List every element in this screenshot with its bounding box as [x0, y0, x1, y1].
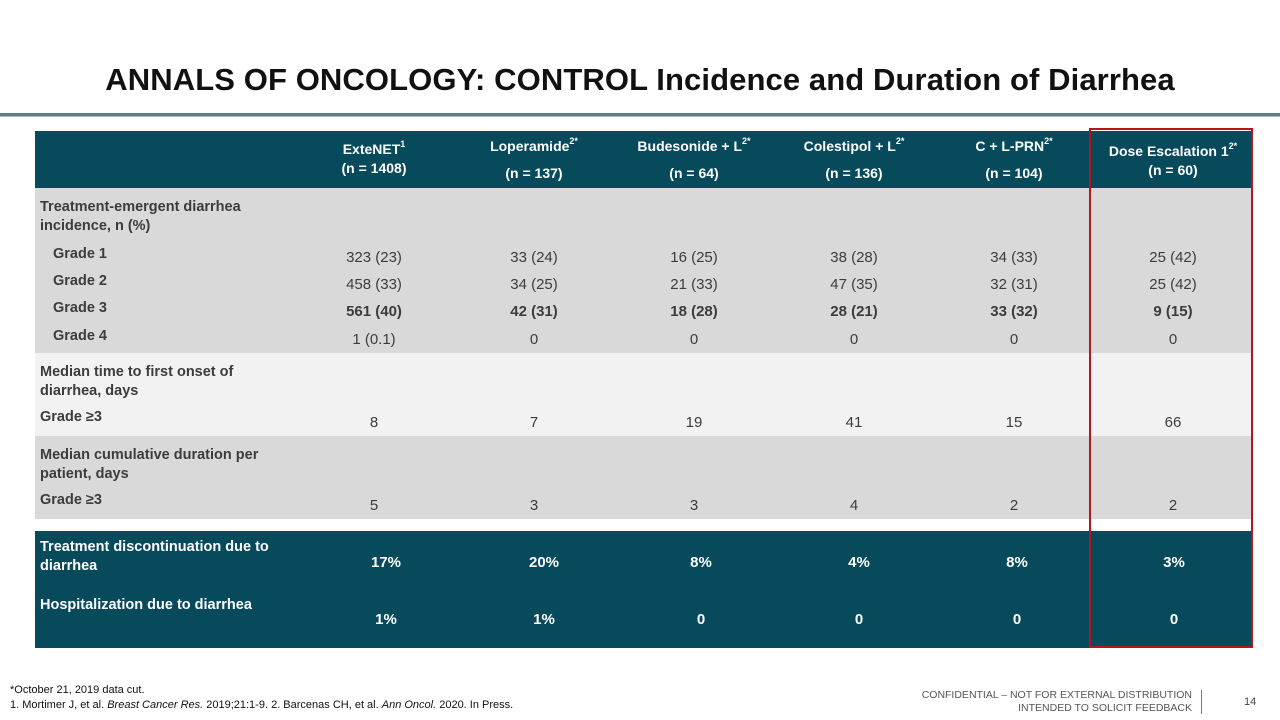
section-onset: Median time to first onset of diarrhea, …: [35, 353, 1253, 436]
slide-title: ANNALS OF ONCOLOGY: CONTROL Incidence an…: [105, 62, 1175, 97]
cell-grade3-colestipol: 28 (21): [830, 303, 878, 320]
row-label-discontinuation: Treatment discontinuation due to diarrhe…: [40, 539, 269, 574]
cell-grade1-budesonide: 16 (25): [670, 249, 718, 266]
cell-hospitalization-loperamide: 1%: [533, 611, 555, 628]
cell-duration-colestipol: 4: [849, 497, 859, 514]
cell-discontinuation-c-l-prn: 8%: [1006, 554, 1028, 571]
cell-grade4-dose-escalation: 0: [1168, 331, 1178, 348]
section-incidence: Treatment-emergent diarrhea incidence, n…: [35, 188, 1253, 353]
cell-grade1-c-l-prn: 34 (33): [990, 249, 1038, 266]
cell-grade4-loperamide: 0: [529, 331, 539, 348]
row-label-hospitalization: Hospitalization due to diarrhea: [40, 597, 252, 613]
cell-onset-dose-escalation: 66: [1164, 414, 1182, 431]
table-header-highlight: [1091, 131, 1253, 188]
row-label-grade1: Grade 1: [53, 246, 107, 262]
cell-hospitalization-dose-escalation: 0: [1169, 611, 1179, 628]
col-header-dose-escalation: Dose Escalation 12* (n = 60): [1108, 141, 1238, 178]
cell-discontinuation-budesonide: 8%: [690, 554, 712, 571]
col-header-colestipol: Colestipol + L2* (n = 136): [803, 136, 905, 181]
cell-discontinuation-dose-escalation: 3%: [1163, 554, 1185, 571]
page-number: 14: [1244, 696, 1257, 708]
cell-grade1-dose-escalation: 25 (42): [1149, 249, 1197, 266]
highlight-box-dose-escalation: [1089, 128, 1253, 648]
cell-grade2-colestipol: 47 (35): [830, 276, 878, 293]
cell-onset-c-l-prn: 15: [1005, 414, 1023, 431]
cell-grade3-c-l-prn: 33 (32): [990, 303, 1038, 320]
cell-hospitalization-extenet: 1%: [375, 611, 397, 628]
cell-grade2-extenet: 458 (33): [346, 276, 402, 293]
cell-grade2-budesonide: 21 (33): [670, 276, 718, 293]
cell-grade1-colestipol: 38 (28): [830, 249, 878, 266]
section-duration: Median cumulative duration per patient, …: [35, 436, 1253, 519]
cell-grade1-extenet: 323 (23): [346, 249, 402, 266]
row-label-grade4: Grade 4: [53, 328, 107, 344]
cell-duration-c-l-prn: 2: [1009, 497, 1019, 514]
cell-hospitalization-budesonide: 0: [696, 611, 706, 628]
cell-onset-budesonide: 19: [685, 414, 703, 431]
cell-onset-extenet: 8: [369, 414, 379, 431]
cell-discontinuation-extenet: 17%: [370, 554, 402, 571]
cell-grade1-loperamide: 33 (24): [510, 249, 558, 266]
title-divider-light: [0, 116, 1280, 117]
cell-grade4-c-l-prn: 0: [1009, 331, 1019, 348]
cell-duration-extenet: 5: [369, 497, 379, 514]
section-outcomes: Treatment discontinuation due to diarrhe…: [35, 531, 1253, 648]
cell-onset-loperamide: 7: [529, 414, 539, 431]
cell-hospitalization-colestipol: 0: [854, 611, 864, 628]
cell-grade4-budesonide: 0: [689, 331, 699, 348]
col-header-extenet: ExteNET1 (n = 1408): [341, 139, 407, 176]
confidential-notice: CONFIDENTIAL – NOT FOR EXTERNAL DISTRIBU…: [921, 689, 1192, 714]
cell-duration-dose-escalation: 2: [1168, 497, 1178, 514]
cell-grade4-extenet: 1 (0.1): [352, 331, 396, 348]
row-label-grade3: Grade 3: [53, 300, 107, 316]
row-label-onset-grade3: Grade ≥3: [40, 409, 102, 425]
section-duration-label: Median cumulative duration per patient, …: [40, 447, 259, 482]
row-label-grade2: Grade 2: [53, 273, 107, 289]
col-header-budesonide: Budesonide + L2* (n = 64): [637, 136, 751, 181]
cell-hospitalization-c-l-prn: 0: [1012, 611, 1022, 628]
table-header-left: [35, 131, 1089, 188]
section-onset-label: Median time to first onset of diarrhea, …: [40, 364, 234, 399]
cell-grade2-loperamide: 34 (25): [510, 276, 558, 293]
cell-grade3-loperamide: 42 (31): [510, 303, 558, 320]
cell-duration-budesonide: 3: [689, 497, 699, 514]
cell-grade2-dose-escalation: 25 (42): [1149, 276, 1197, 293]
cell-grade3-extenet: 561 (40): [346, 303, 402, 320]
col-header-c-l-prn: C + L-PRN2* (n = 104): [975, 136, 1053, 181]
cell-onset-colestipol: 41: [845, 414, 863, 431]
cell-duration-loperamide: 3: [529, 497, 539, 514]
footnote-references: 1. Mortimer J, et al. Breast Cancer Res.…: [10, 699, 514, 711]
col-header-loperamide: Loperamide2* (n = 137): [490, 136, 578, 181]
cell-grade3-budesonide: 18 (28): [670, 303, 718, 320]
row-label-duration-grade3: Grade ≥3: [40, 492, 102, 508]
cell-grade2-c-l-prn: 32 (31): [990, 276, 1038, 293]
footnote-data-cut: *October 21, 2019 data cut.: [10, 684, 145, 696]
cell-discontinuation-loperamide: 20%: [528, 554, 560, 571]
section-incidence-label: Treatment-emergent diarrhea incidence, n…: [40, 199, 241, 234]
cell-discontinuation-colestipol: 4%: [848, 554, 870, 571]
title-divider: [0, 113, 1280, 116]
footer-divider: [1201, 690, 1202, 714]
cell-grade3-dose-escalation: 9 (15): [1153, 303, 1193, 320]
cell-grade4-colestipol: 0: [849, 331, 859, 348]
